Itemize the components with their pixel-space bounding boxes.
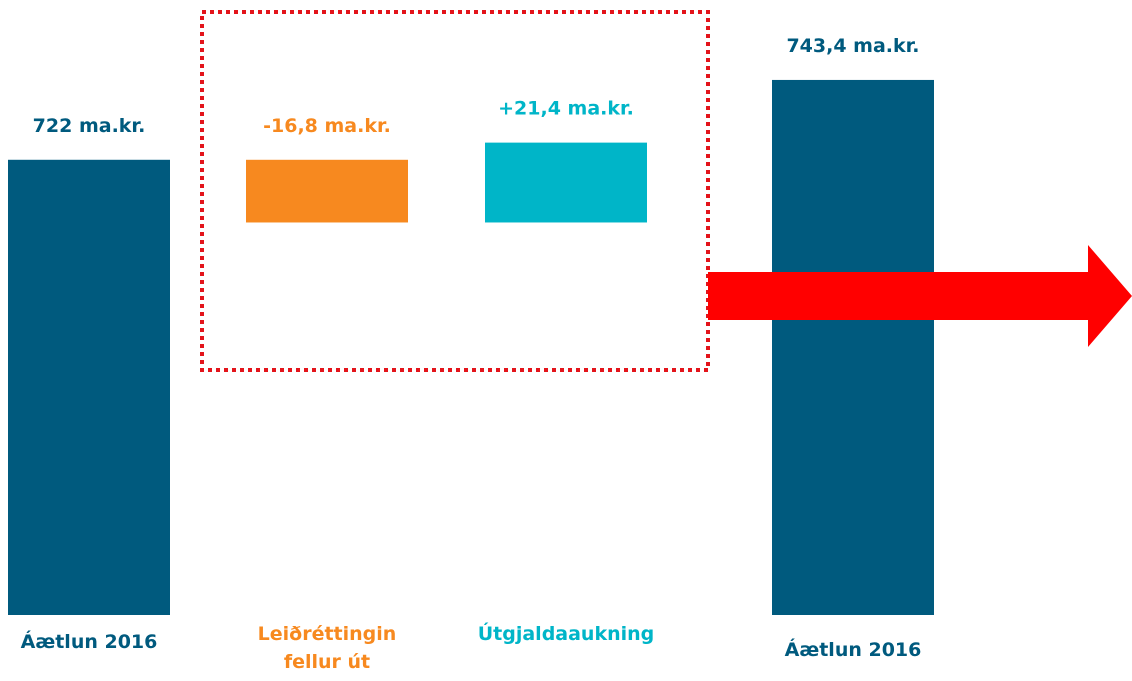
value-label: -16,8 ma.kr. — [263, 115, 391, 137]
category-label: Áætlun 2016 — [784, 639, 922, 661]
arrow — [708, 245, 1132, 347]
value-label: +21,4 ma.kr. — [498, 98, 634, 120]
value-label: 722 ma.kr. — [33, 115, 146, 137]
category-label: Áætlun 2016 — [20, 631, 158, 653]
bar — [8, 159, 170, 615]
category-label: Útgjaldaaukning — [477, 623, 655, 645]
value-label: 743,4 ma.kr. — [786, 35, 919, 57]
bar — [772, 79, 934, 616]
bar — [485, 142, 647, 223]
category-label: Leiðréttingin fellur út — [257, 623, 397, 673]
bar — [246, 159, 408, 223]
